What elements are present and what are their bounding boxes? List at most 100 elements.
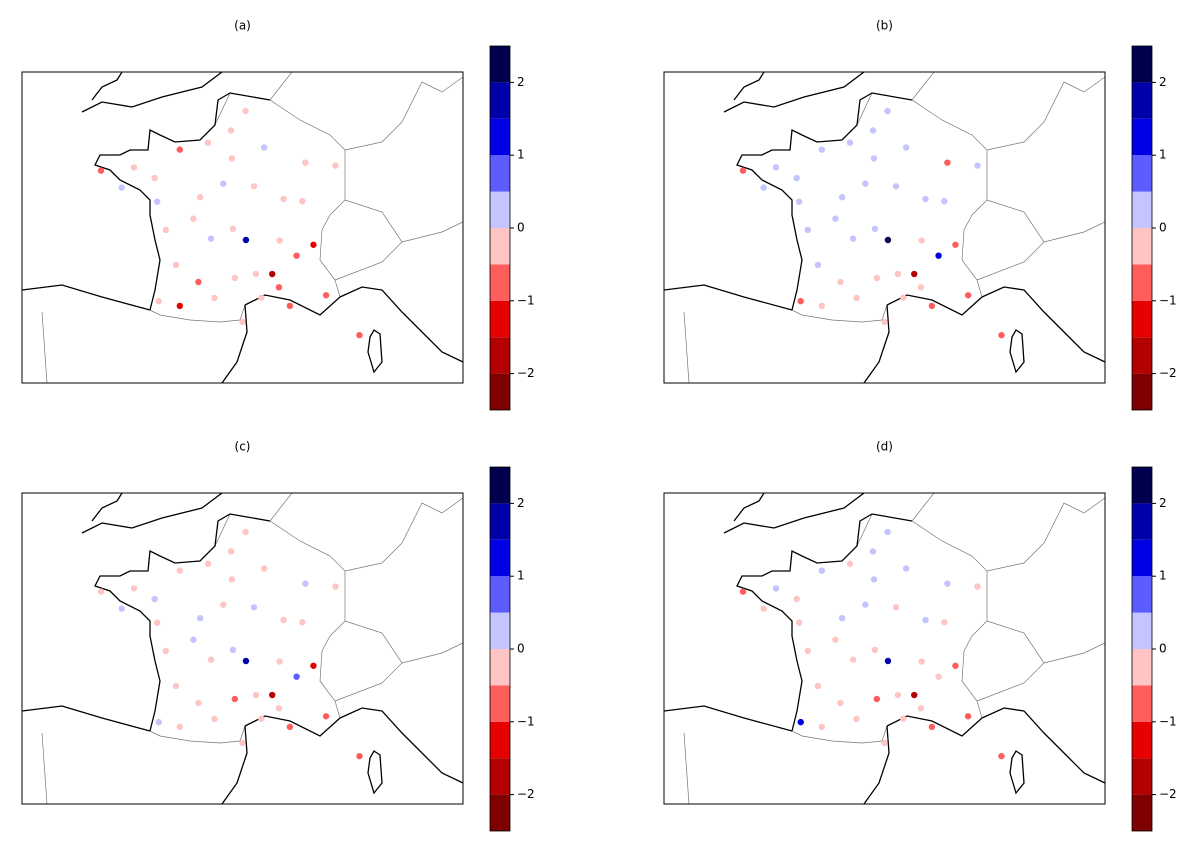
station-point [862,601,869,608]
colorbar-tick-label: 1 [517,569,525,583]
station-point [286,723,294,731]
station-point [795,198,803,205]
station-point [252,691,260,699]
station-point [250,183,258,190]
station-point [229,646,237,654]
station-point [952,662,959,669]
station-point [832,636,839,643]
station-point [998,331,1005,339]
station-point [332,583,339,590]
colorbar-band [490,576,510,613]
colorbar-tick-label: 0 [517,221,525,235]
panel-title: (b) [876,19,893,33]
colorbar-tick-label: −2 [1159,787,1177,801]
station-point [869,127,877,134]
colorbar-band [1132,191,1152,228]
colorbar-tick-label: 2 [517,496,525,510]
station-point [846,139,854,146]
station-point [260,565,268,572]
colorbar-band [490,467,510,504]
station-point [258,715,265,722]
station-point [884,107,891,115]
map [664,72,1105,383]
colorbar-band [490,373,510,410]
station-point [151,595,158,603]
colorbar-band [490,300,510,338]
colorbar-band [1132,155,1152,192]
station-point [228,155,236,162]
panel-title: (d) [876,440,893,454]
station-point [275,284,283,291]
panel: (a) −2 −1 0 1 2 [21,19,535,411]
colorbar-band [490,503,510,540]
station-point [873,695,881,703]
station-point [894,270,902,278]
colorbar-band [490,721,510,759]
station-point [242,657,250,665]
panel-title: (c) [235,440,251,454]
station-point [944,159,951,166]
station-point [998,752,1005,760]
colorbar-band [1132,649,1152,686]
station-point [322,292,330,299]
station-point [153,198,161,205]
colorbar-tick-label: 2 [517,75,525,89]
colorbar-band [490,539,510,577]
station-point [97,588,105,595]
colorbar-band [490,191,510,228]
station-point [928,302,936,310]
station-point [151,174,158,182]
station-point [332,162,339,169]
colorbar-band [490,118,510,156]
colorbar-tick-label: 0 [1159,221,1167,235]
station-point [195,699,202,707]
colorbar-band [1132,503,1152,540]
station-point [944,580,951,587]
station-point [302,159,309,166]
station-point [162,647,170,655]
colorbar-tick-label: −1 [517,293,535,307]
station-point [162,226,170,234]
station-point [211,294,218,302]
station-point [892,604,900,611]
colorbar-band [1132,373,1152,410]
station-point [869,548,877,555]
station-point [818,567,826,574]
station-point [846,560,854,567]
station-point [964,292,972,299]
colorbar-tick-label: −2 [1159,366,1177,380]
station-point [242,107,249,115]
station-point [220,180,227,187]
station-point [196,614,204,622]
station-point [837,278,844,286]
colorbar-band [1132,758,1152,795]
station-point [176,302,184,310]
station-point [795,619,803,626]
colorbar-band [1132,794,1152,831]
station-point [935,252,942,259]
station-point [280,616,287,624]
colorbar-band [490,758,510,795]
station-point [302,580,309,587]
station-point [176,723,184,731]
station-point [881,739,888,747]
station-point [153,619,161,626]
colorbar-band [1132,228,1152,265]
station-point [310,662,317,669]
station-point [196,193,204,201]
map [664,493,1105,804]
colorbar-band [490,685,510,722]
station-point [974,162,981,169]
map-frame [663,71,1106,384]
station-point [797,718,804,726]
colorbar-band [1132,118,1152,156]
station-point [130,585,138,592]
colorbar-band [1132,612,1152,649]
station-point [804,226,812,234]
station-point [772,164,780,171]
station-point [195,278,202,286]
map-frame [21,71,464,384]
map-background [22,493,463,804]
station-point [239,739,246,747]
